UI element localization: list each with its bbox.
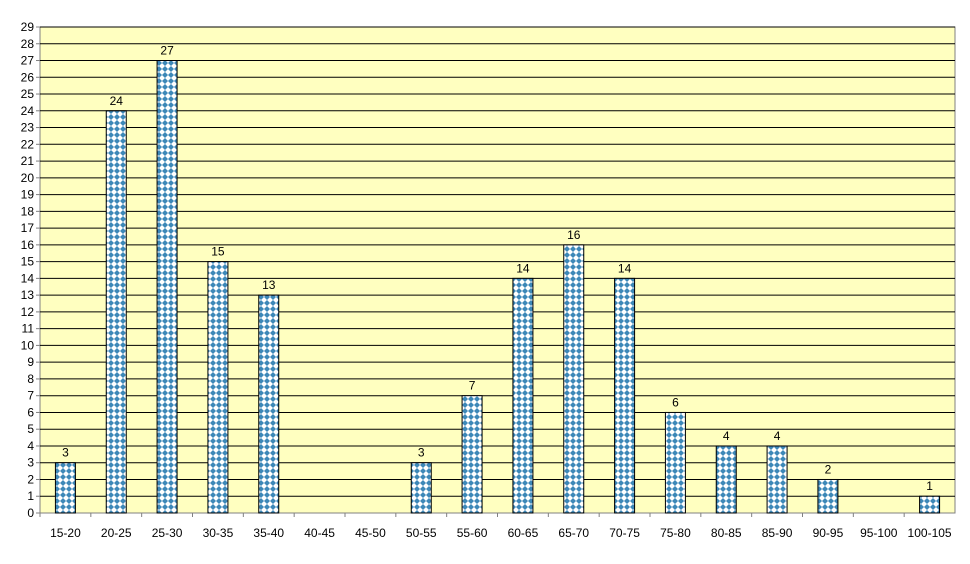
x-tick-label: 85-90 bbox=[762, 526, 793, 540]
y-tick-label: 7 bbox=[27, 389, 34, 403]
y-tick-label: 1 bbox=[27, 489, 34, 503]
bar bbox=[563, 244, 585, 514]
y-tick-label: 26 bbox=[21, 70, 35, 84]
y-tick-label: 8 bbox=[27, 372, 34, 386]
y-tick-label: 25 bbox=[21, 87, 35, 101]
data-label: 3 bbox=[418, 446, 425, 460]
x-tick-label: 25-30 bbox=[152, 526, 183, 540]
y-tick-label: 21 bbox=[21, 154, 35, 168]
plot-area bbox=[39, 26, 956, 514]
data-label: 6 bbox=[672, 395, 679, 409]
y-tick-label: 17 bbox=[21, 221, 35, 235]
y-tick-label: 18 bbox=[21, 204, 35, 218]
x-tick-label: 75-80 bbox=[660, 526, 691, 540]
y-tick-label: 5 bbox=[27, 422, 34, 436]
y-tick-label: 9 bbox=[27, 355, 34, 369]
x-tick-label: 40-45 bbox=[304, 526, 335, 540]
y-tick-label: 28 bbox=[21, 37, 35, 51]
data-label: 16 bbox=[567, 228, 581, 242]
bar bbox=[105, 110, 127, 514]
y-tick-label: 10 bbox=[21, 338, 35, 352]
y-tick-label: 29 bbox=[21, 20, 35, 34]
bar bbox=[410, 462, 432, 514]
data-label: 15 bbox=[211, 245, 225, 259]
data-label: 4 bbox=[774, 429, 781, 443]
x-tick-label: 70-75 bbox=[609, 526, 640, 540]
data-label: 3 bbox=[62, 446, 69, 460]
y-tick-label: 0 bbox=[27, 506, 34, 520]
y-tick-label: 22 bbox=[21, 137, 35, 151]
x-tick-label: 45-50 bbox=[355, 526, 386, 540]
y-tick-label: 16 bbox=[21, 238, 35, 252]
y-tick-label: 24 bbox=[21, 104, 35, 118]
y-tick-label: 14 bbox=[21, 271, 35, 285]
data-label: 4 bbox=[723, 429, 730, 443]
y-tick-label: 13 bbox=[21, 288, 35, 302]
data-label: 24 bbox=[110, 94, 124, 108]
data-label: 1 bbox=[926, 479, 933, 493]
x-tick-label: 65-70 bbox=[558, 526, 589, 540]
y-tick-label: 3 bbox=[27, 456, 34, 470]
x-tick-label: 95-100 bbox=[860, 526, 898, 540]
x-tick-label: 30-35 bbox=[203, 526, 234, 540]
bar bbox=[156, 60, 178, 514]
bar bbox=[512, 277, 534, 514]
x-tick-label: 80-85 bbox=[711, 526, 742, 540]
bar bbox=[614, 277, 636, 514]
y-tick-label: 23 bbox=[21, 121, 35, 135]
x-tick-label: 60-65 bbox=[508, 526, 539, 540]
x-tick-label: 15-20 bbox=[50, 526, 81, 540]
y-tick-label: 12 bbox=[21, 305, 35, 319]
bar bbox=[207, 261, 229, 514]
data-label: 13 bbox=[262, 278, 276, 292]
y-tick-label: 4 bbox=[27, 439, 34, 453]
data-label: 7 bbox=[469, 379, 476, 393]
data-label: 14 bbox=[618, 261, 632, 275]
x-tick-label: 100-105 bbox=[908, 526, 952, 540]
bar bbox=[919, 495, 941, 514]
y-tick-label: 6 bbox=[27, 405, 34, 419]
x-tick-label: 35-40 bbox=[253, 526, 284, 540]
x-tick-label: 55-60 bbox=[457, 526, 488, 540]
x-tick-label: 50-55 bbox=[406, 526, 437, 540]
bar bbox=[715, 445, 737, 514]
bar bbox=[54, 462, 76, 514]
y-tick-label: 11 bbox=[22, 322, 35, 336]
y-tick-label: 20 bbox=[21, 171, 35, 185]
bar bbox=[461, 395, 483, 514]
y-tick-label: 27 bbox=[21, 54, 35, 68]
bar bbox=[258, 294, 280, 514]
x-tick-label: 90-95 bbox=[813, 526, 844, 540]
y-tick-label: 19 bbox=[21, 188, 35, 202]
data-label: 2 bbox=[825, 462, 832, 476]
bar bbox=[817, 478, 839, 514]
y-tick-label: 2 bbox=[27, 472, 34, 486]
data-label: 27 bbox=[160, 44, 174, 58]
bar bbox=[766, 445, 788, 514]
y-tick-label: 15 bbox=[21, 255, 35, 269]
data-label: 14 bbox=[516, 261, 530, 275]
bar bbox=[664, 411, 686, 514]
x-tick-label: 20-25 bbox=[101, 526, 132, 540]
